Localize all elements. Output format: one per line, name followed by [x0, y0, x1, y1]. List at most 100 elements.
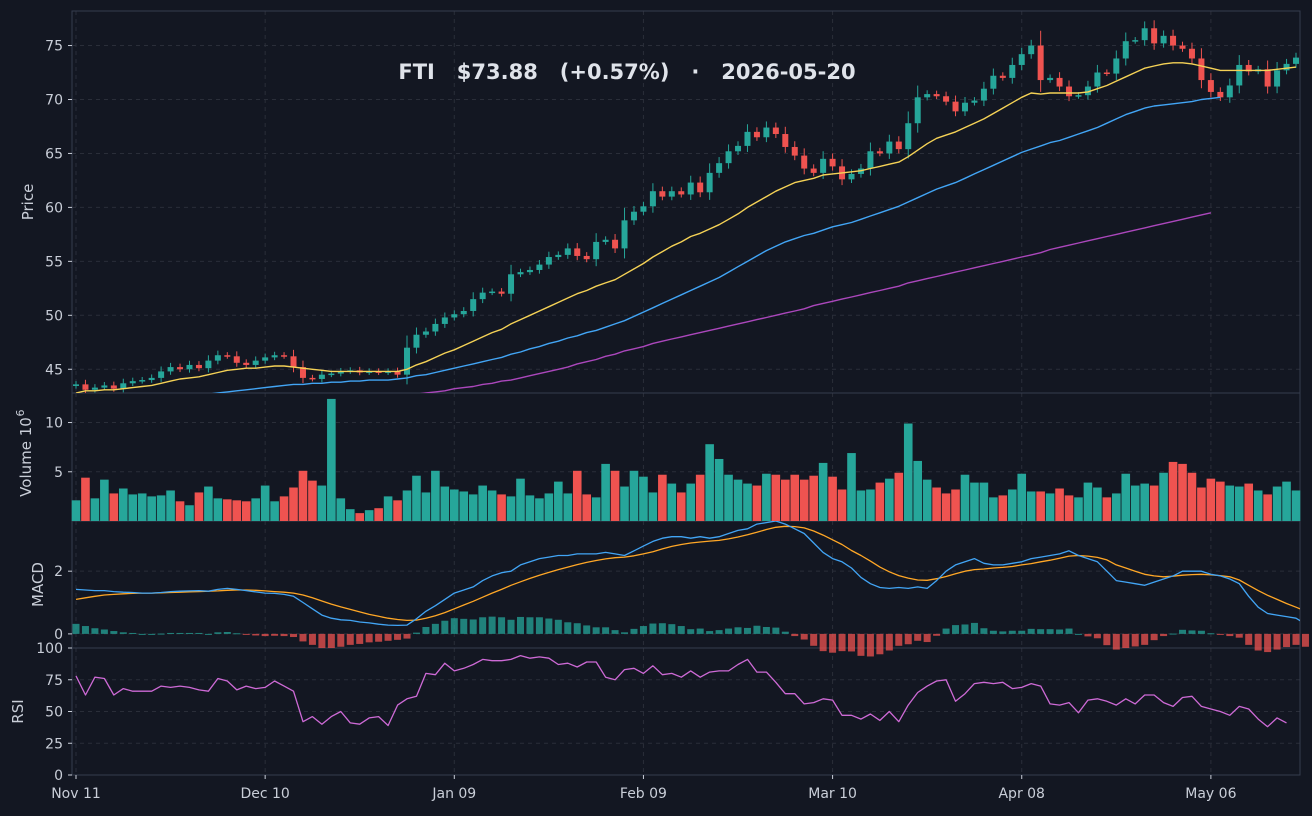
candle-body — [876, 151, 883, 154]
volume-bar — [667, 483, 677, 521]
candle-body — [432, 323, 439, 332]
candle-body — [243, 362, 250, 365]
macd-hist-bar — [214, 632, 222, 634]
volume-exponent: 6 — [14, 410, 27, 417]
candle-body — [1047, 77, 1054, 81]
candle-body — [1122, 41, 1129, 59]
y-tick-label-volume: 5 — [54, 465, 63, 481]
candle-body — [385, 371, 392, 373]
volume-bar — [279, 496, 289, 521]
volume-bar — [497, 494, 506, 521]
volume-bar — [695, 474, 705, 521]
y-axis-label-price: Price — [19, 184, 37, 221]
volume-bar — [185, 505, 194, 521]
macd-hist-bar — [469, 619, 477, 634]
macd-hist-bar — [280, 633, 288, 637]
candle-body — [1264, 69, 1271, 87]
volume-bar — [1263, 494, 1272, 521]
candle-body — [1188, 48, 1195, 59]
y-tick-label-rsi: 25 — [45, 736, 63, 752]
macd-hist-bar — [1169, 633, 1177, 635]
candle-body — [905, 123, 912, 150]
indicator-lines — [75, 62, 1297, 393]
x-tick-label: May 06 — [1185, 786, 1236, 802]
volume-bar — [799, 479, 809, 521]
volume-bar — [1093, 487, 1102, 521]
macd-hist-bar — [223, 632, 231, 634]
candle-body — [961, 102, 968, 112]
volume-bar — [724, 474, 733, 521]
candle-body — [479, 292, 486, 300]
candle-body — [1198, 58, 1205, 81]
volume-bar — [714, 458, 724, 521]
candle-body — [1245, 64, 1252, 72]
candle-body — [318, 374, 325, 379]
candle-body — [1066, 86, 1073, 97]
candle-body — [574, 248, 581, 256]
candle-body — [309, 377, 316, 380]
macd-hist-bar — [1301, 633, 1309, 647]
macd-hist-bar — [110, 631, 118, 634]
candle-body — [1103, 72, 1110, 75]
volume-bar — [421, 492, 431, 521]
volume-bar — [156, 495, 166, 521]
volume-bar — [118, 488, 128, 521]
macd-hist-bar — [885, 633, 893, 651]
candle-body — [517, 272, 524, 275]
candle-body — [583, 255, 590, 260]
macd-hist-bar — [479, 617, 487, 634]
candle-body — [725, 151, 732, 164]
volume-bar — [1291, 490, 1301, 521]
macd-hist-bar — [167, 632, 175, 634]
volume-bar — [771, 474, 781, 521]
candle-body — [990, 75, 997, 89]
macd-hist-bar — [933, 633, 941, 636]
macd-hist-bar — [299, 633, 307, 642]
macd-hist-bar — [895, 633, 903, 646]
candle-body — [1141, 28, 1148, 41]
y-tick-label-price: 45 — [45, 362, 63, 378]
x-tick-label: Feb 09 — [620, 786, 667, 802]
macd-hist-bar — [81, 626, 89, 634]
candle-body — [120, 383, 127, 389]
macd-hist-bar — [450, 618, 458, 634]
axis-labels: Nov 11 Dec 10 Jan 09 Feb 09 Mar 10 Apr 08 May … — [9, 39, 1237, 802]
volume-bar — [128, 494, 138, 521]
macd-hist-bar — [952, 625, 960, 634]
volume-bar — [648, 492, 658, 521]
volume-bar — [591, 497, 601, 521]
volume-bar — [1282, 481, 1291, 521]
macd-hist-bar — [621, 632, 629, 634]
candle-body — [1094, 72, 1101, 87]
volume-bar — [989, 497, 998, 521]
volume-bar — [620, 486, 629, 521]
candle-body — [1113, 58, 1120, 74]
volume-bar — [345, 509, 355, 521]
volume-bar — [431, 470, 440, 521]
sma50-line — [211, 96, 1221, 393]
volume-bar — [223, 499, 232, 521]
macd-hist-bar — [356, 633, 364, 644]
candle-body — [1018, 54, 1025, 65]
candle-body — [649, 191, 656, 207]
candle-body — [139, 380, 146, 382]
macd-hist-bar — [100, 629, 108, 634]
macd-hist-bar — [1264, 633, 1272, 653]
volume-bar — [544, 493, 554, 521]
macd-histogram — [72, 616, 1309, 657]
macd-hist-bar — [592, 627, 600, 634]
macd-hist-bar — [327, 633, 335, 648]
volume-bar — [686, 483, 696, 521]
x-tick-label: Apr 08 — [998, 786, 1044, 802]
macd-hist-bar — [1093, 633, 1101, 639]
volume-bar — [903, 423, 913, 521]
volume-bar — [1017, 473, 1027, 521]
macd-hist-bar — [980, 628, 988, 634]
macd-hist-bar — [1122, 633, 1130, 648]
volume-bar — [1036, 491, 1045, 521]
macd-hist-bar — [573, 623, 581, 634]
macd-hist-bar — [857, 633, 865, 656]
volume-bar — [260, 485, 270, 521]
chart-title: FTI $73.88 (+0.57%) · 2026-05-20 — [398, 60, 855, 84]
